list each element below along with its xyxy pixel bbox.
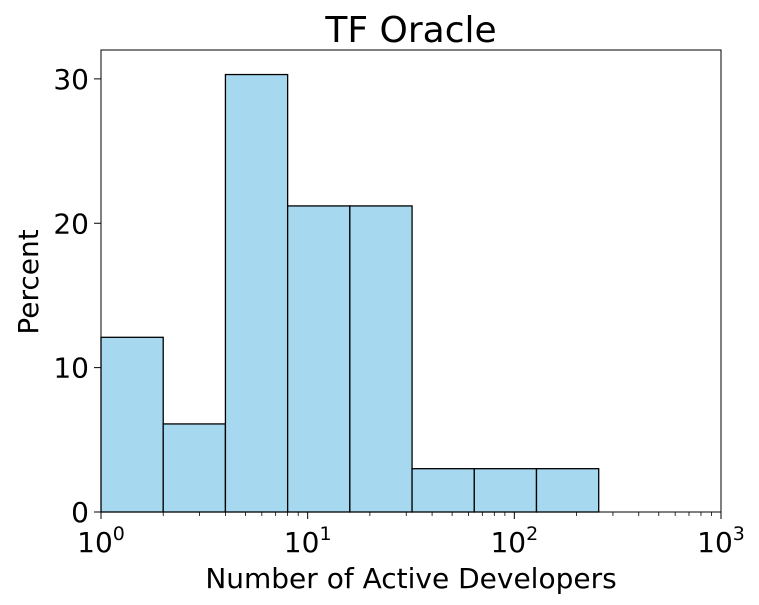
- x-axis-label: Number of Active Developers: [205, 562, 616, 595]
- histogram-bar-3: [224, 73, 289, 513]
- y-tick-label-0: 0: [71, 496, 89, 529]
- x-tick-label-0: 100: [77, 523, 125, 559]
- y-tick-label-2: 20: [53, 207, 89, 240]
- x-axis: 100 101 102 103: [77, 512, 745, 559]
- plot-frame: [100, 49, 722, 513]
- y-tick-label-3: 30: [53, 63, 89, 96]
- histogram-bar-6: [411, 468, 475, 513]
- histogram-bar-7: [473, 468, 538, 513]
- y-axis-label: Percent: [12, 229, 45, 334]
- y-tick-label-1: 10: [53, 352, 89, 385]
- x-tick-label-2: 102: [490, 523, 538, 559]
- histogram-bar-5: [349, 205, 413, 513]
- x-tick-label-3: 103: [697, 523, 745, 559]
- bars-group: [100, 73, 600, 513]
- histogram-bar-2: [162, 423, 227, 513]
- histogram-bar-8: [535, 468, 600, 513]
- histogram-bar-4: [286, 205, 351, 513]
- histogram-bar-1: [100, 336, 164, 513]
- y-axis: 0 10 20 30: [53, 63, 101, 529]
- chart-title: TF Oracle: [324, 10, 496, 51]
- x-tick-label-1: 101: [284, 523, 332, 559]
